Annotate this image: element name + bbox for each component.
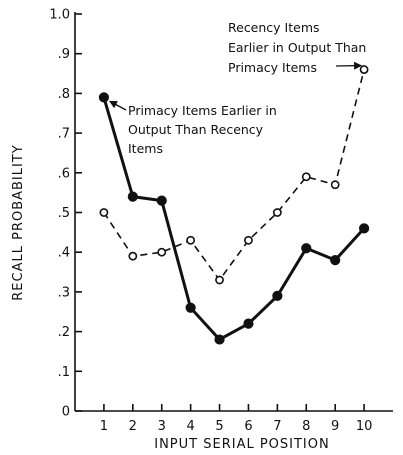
y-tick-label: .7 <box>58 127 70 142</box>
y-tick-label: .4 <box>58 246 70 261</box>
data-point <box>330 255 341 266</box>
data-point <box>156 195 167 206</box>
data-point <box>301 243 312 254</box>
data-point <box>244 235 253 245</box>
x-axis-label: INPUT SERIAL POSITION <box>154 437 329 452</box>
series-layer <box>98 65 370 345</box>
x-tick-label: 7 <box>273 419 281 434</box>
x-tick-label: 10 <box>356 419 373 434</box>
data-point <box>128 251 138 261</box>
data-point <box>185 302 196 313</box>
data-point <box>272 208 282 217</box>
y-tick-label: .6 <box>58 166 70 181</box>
data-point <box>98 92 110 103</box>
series-line <box>102 96 366 342</box>
x-tick-label: 9 <box>331 419 339 434</box>
x-tick-label: 8 <box>302 419 310 434</box>
y-tick-label: 0 <box>62 405 70 420</box>
data-point <box>358 223 370 234</box>
data-point <box>99 208 109 217</box>
x-tick-label: 4 <box>186 419 194 434</box>
y-tick-label: .2 <box>58 325 70 340</box>
data-point <box>330 180 340 190</box>
data-point <box>272 290 283 301</box>
data-point <box>215 275 224 285</box>
recency-annotation-text: Primacy Items <box>228 60 317 75</box>
y-tick-label: .5 <box>58 206 70 221</box>
series-line <box>103 69 365 282</box>
y-tick-label: .9 <box>58 47 70 62</box>
primacy-annotation-text: Items <box>128 141 163 156</box>
y-tick-label: .8 <box>58 87 70 102</box>
data-point <box>127 191 138 202</box>
data-point <box>186 235 196 245</box>
data-point <box>359 65 369 74</box>
x-tick-label: 3 <box>158 419 166 434</box>
axes: 0 .1 .2 .3 .4 .5 .6 .7 .8 .9 1.0 1 2 3 4 5 6 7 8 9 10 <box>49 8 393 434</box>
primacy-annotation-arrow <box>109 100 127 111</box>
series-primacy-first <box>98 92 370 345</box>
x-tick-label: 6 <box>244 419 252 434</box>
y-tick-label: .1 <box>58 365 70 380</box>
data-point <box>301 172 311 182</box>
data-point <box>157 247 167 257</box>
data-point <box>243 318 254 329</box>
primacy-annotation-text: Output Than Recency <box>128 122 264 137</box>
recency-annotation-text: Earlier in Output Than <box>228 40 366 55</box>
recency-annotation-text: Recency Items <box>228 20 320 35</box>
series-recency-first <box>99 65 369 285</box>
x-tick-label: 2 <box>129 419 137 434</box>
x-tick-label: 5 <box>215 419 223 434</box>
y-tick-label: 1.0 <box>49 8 70 23</box>
x-tick-label: 1 <box>100 419 108 434</box>
y-tick-label: .3 <box>58 285 70 300</box>
primacy-annotation-text: Primacy Items Earlier in <box>128 103 277 118</box>
annotations: Primacy Items Earlier in Output Than Rece… <box>109 20 366 156</box>
y-axis-label: RECALL PROBABILITY <box>11 144 26 300</box>
data-point <box>214 334 225 345</box>
